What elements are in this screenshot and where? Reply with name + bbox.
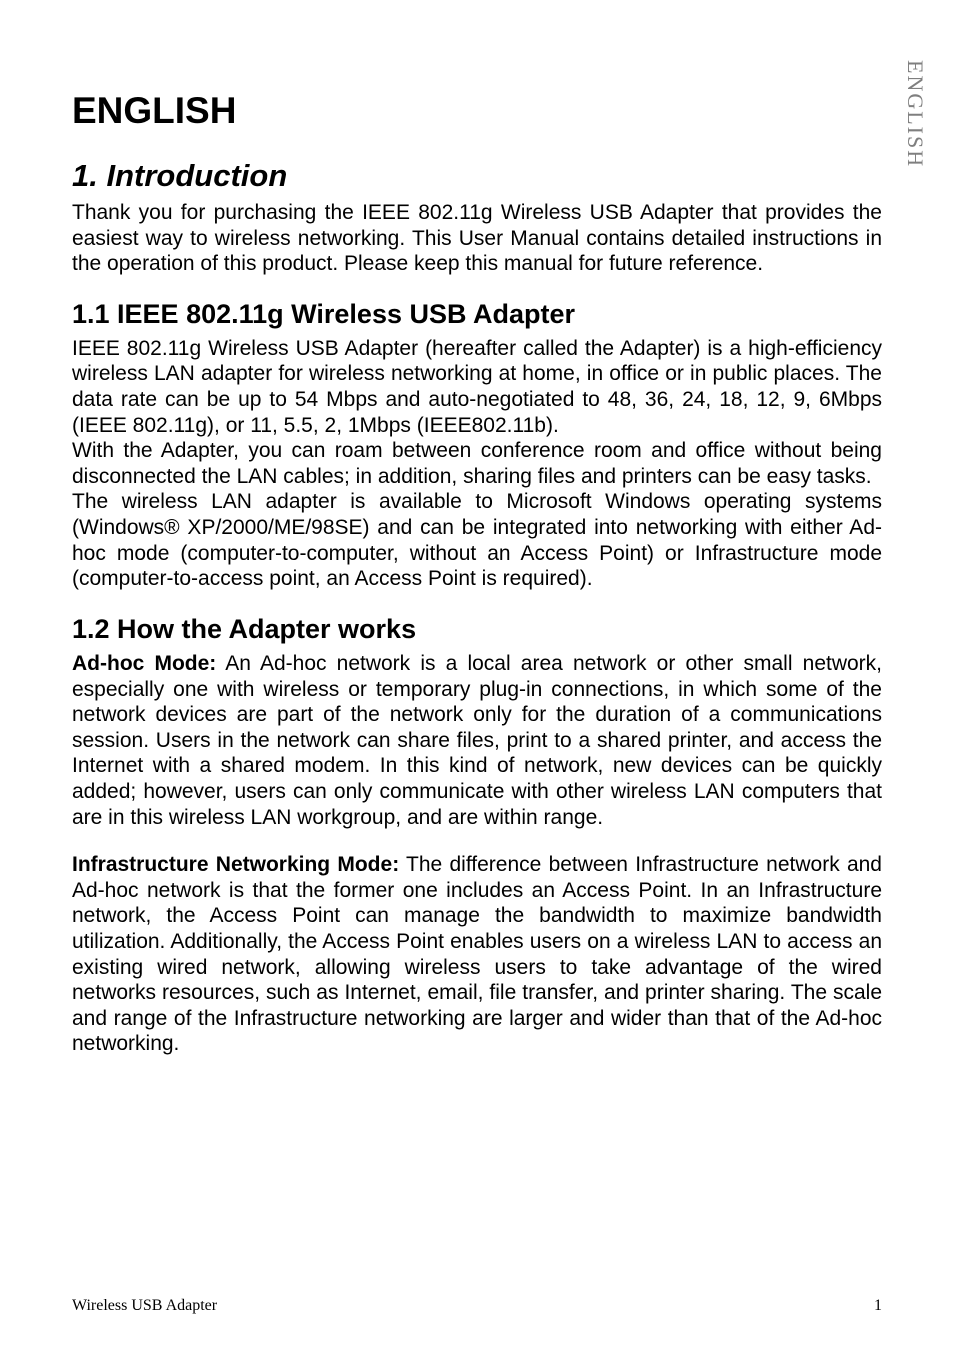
section-1-1-para-a: IEEE 802.11g Wireless USB Adapter (herea… bbox=[72, 336, 882, 438]
section-1-1-para-b: With the Adapter, you can roam between c… bbox=[72, 438, 882, 489]
section-1-1-para-c: The wireless LAN adapter is available to… bbox=[72, 489, 882, 591]
language-side-tab: ENGLISH bbox=[902, 60, 928, 168]
section-1-2-adhoc: Ad-hoc Mode: An Ad-hoc network is a loca… bbox=[72, 651, 882, 830]
footer-page-number: 1 bbox=[874, 1297, 882, 1315]
paragraph-gap bbox=[72, 830, 882, 852]
section-1-heading: 1. Introduction bbox=[72, 158, 882, 194]
footer-left: Wireless USB Adapter bbox=[72, 1297, 217, 1315]
section-1-2-infra: Infrastructure Networking Mode: The diff… bbox=[72, 852, 882, 1057]
infra-mode-label: Infrastructure Networking Mode: bbox=[72, 853, 399, 876]
adhoc-mode-body: An Ad-hoc network is a local area networ… bbox=[72, 652, 882, 829]
section-1-1-heading: 1.1 IEEE 802.11g Wireless USB Adapter bbox=[72, 299, 882, 330]
adhoc-mode-label: Ad-hoc Mode: bbox=[72, 652, 216, 675]
section-1-2-heading: 1.2 How the Adapter works bbox=[72, 614, 882, 645]
page-footer: Wireless USB Adapter 1 bbox=[72, 1297, 882, 1315]
section-1-intro: Thank you for purchasing the IEEE 802.11… bbox=[72, 200, 882, 277]
document-page: ENGLISH ENGLISH 1. Introduction Thank yo… bbox=[0, 0, 954, 1351]
infra-mode-body: The difference between Infrastructure ne… bbox=[72, 853, 882, 1055]
page-title: ENGLISH bbox=[72, 90, 882, 132]
